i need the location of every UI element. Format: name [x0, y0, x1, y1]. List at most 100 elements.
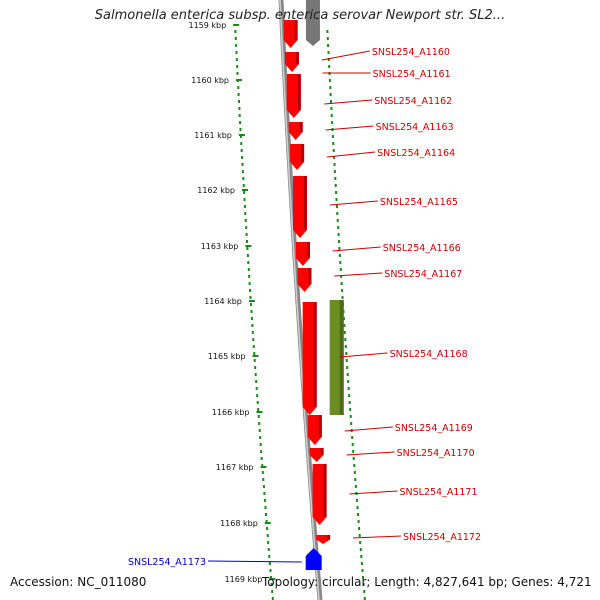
ruler-dot: [246, 247, 249, 250]
ruler-dot: [256, 401, 259, 404]
ruler-dot: [257, 408, 260, 411]
gene-arrow-shade: [299, 122, 303, 132]
ruler-dot: [350, 422, 353, 425]
gene-label: SNSL254_A1167: [384, 269, 462, 280]
ruler-dot: [329, 93, 332, 96]
label-leader: [329, 200, 378, 206]
ruler-dot: [238, 107, 241, 110]
ruler-dot: [265, 513, 267, 516]
ruler-dot: [271, 597, 274, 600]
ruler-dot: [241, 170, 244, 173]
ruler-dot: [262, 485, 265, 488]
tick-mark: [256, 411, 263, 413]
ruler-dot: [251, 324, 254, 327]
ruler-dot: [240, 142, 243, 145]
ruler-dot: [330, 107, 333, 110]
ruler-dot: [255, 387, 258, 390]
ruler-dot: [333, 170, 336, 173]
gene-arrow: [307, 415, 322, 445]
ruler-dot: [330, 100, 332, 103]
ruler-dot: [267, 541, 270, 544]
ruler-dot: [264, 506, 267, 509]
ruler-dot: [335, 198, 338, 201]
ruler-dot: [268, 562, 271, 565]
ruler-dot: [347, 380, 350, 383]
tick-mark: [242, 189, 248, 191]
gene-label: SNSL254_A1169: [395, 423, 473, 434]
ruler-dot: [265, 520, 268, 523]
label-leader: [352, 535, 402, 539]
label-leader: [321, 50, 370, 61]
ruler-dot: [333, 156, 336, 159]
ruler-dot: [359, 541, 362, 544]
ruler-dot: [252, 345, 255, 348]
tick-label: 1164 kbp: [204, 297, 242, 306]
ruler-dot: [238, 114, 241, 117]
ruler-dot: [258, 429, 261, 432]
ruler-dot: [357, 513, 359, 516]
ruler-dot: [335, 205, 338, 208]
ruler-dot: [341, 296, 344, 299]
ruler-dot: [327, 51, 330, 54]
ruler-dot: [240, 149, 243, 152]
ruler-dot: [355, 499, 358, 502]
ruler-dot: [338, 247, 341, 250]
ruler-dot: [336, 219, 339, 222]
ruler-dot: [363, 597, 366, 600]
ruler-dot: [244, 212, 247, 215]
ruler-dot: [255, 380, 258, 383]
tick-mark: [248, 300, 255, 302]
tick-label: 1159 kbp: [188, 21, 226, 30]
label-leader: [344, 426, 393, 432]
label-leader: [327, 151, 376, 158]
ruler-dot: [253, 359, 256, 362]
tick-mark: [252, 355, 259, 357]
ruler-dot: [341, 289, 344, 292]
ruler-dot: [260, 457, 263, 460]
gene-arrow: [286, 74, 301, 118]
ruler-dot: [235, 44, 238, 47]
ruler-dot: [360, 562, 363, 565]
ruler-dot: [345, 352, 348, 355]
ruler-dot: [344, 345, 347, 348]
ruler-dot: [361, 569, 364, 572]
ruler-dot: [266, 527, 269, 530]
tick-mark: [264, 522, 271, 524]
ruler-dot: [239, 128, 242, 131]
ruler-dot: [346, 373, 349, 376]
ruler-dot: [333, 163, 336, 166]
ruler-dot: [328, 65, 331, 68]
ruler-dot: [363, 590, 366, 593]
ruler-dot: [253, 352, 256, 355]
tick-mark: [238, 134, 245, 136]
ruler-dot: [328, 79, 331, 82]
tick-label: 1161 kbp: [194, 131, 232, 140]
gene-arrow: [302, 302, 317, 415]
ruler-dot: [338, 240, 340, 243]
backbone: [278, 0, 323, 600]
gene-arrow-shade: [323, 464, 327, 517]
tick-mark: [260, 466, 267, 468]
ruler-dot: [246, 254, 249, 257]
ruler-dot: [340, 275, 343, 278]
ruler-dot: [348, 401, 351, 404]
ruler-dot: [362, 576, 364, 579]
tick-label: 1160 kbp: [191, 76, 229, 85]
ruler-dot: [354, 478, 357, 481]
ruler-dot: [358, 534, 361, 537]
ruler-dot: [338, 254, 341, 257]
ruler-dot: [250, 310, 253, 313]
gene-arrow: [283, 20, 298, 48]
ruler-dot: [358, 527, 361, 530]
gene-arrow: [297, 268, 312, 292]
ruler-dot: [353, 464, 356, 467]
ruler-dot: [243, 191, 246, 194]
misc-feature-shade: [339, 300, 344, 415]
ruler-dot: [327, 44, 330, 47]
ruler-dot: [349, 408, 352, 411]
gene-arrow: [309, 448, 324, 462]
ruler-dot: [239, 135, 242, 138]
ruler-dot: [241, 156, 244, 159]
ruler-dot: [259, 436, 262, 439]
ruler-dot: [354, 485, 357, 488]
